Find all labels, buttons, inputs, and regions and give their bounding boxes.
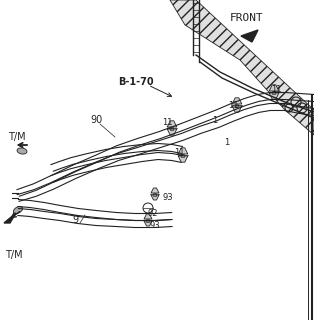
Polygon shape: [167, 121, 177, 127]
Text: 90: 90: [90, 115, 102, 125]
Polygon shape: [167, 129, 177, 135]
Polygon shape: [232, 106, 242, 112]
Polygon shape: [232, 98, 242, 104]
Text: 93: 93: [163, 194, 174, 203]
Polygon shape: [170, 0, 314, 135]
Polygon shape: [241, 30, 258, 42]
Text: 1: 1: [212, 116, 217, 124]
Text: 11: 11: [174, 148, 185, 156]
Bar: [171, 126, 174, 130]
Polygon shape: [144, 221, 152, 226]
Bar: [181, 154, 185, 156]
Bar: [154, 193, 156, 196]
Bar: [273, 91, 275, 93]
Polygon shape: [269, 93, 279, 99]
Polygon shape: [151, 188, 159, 193]
Text: 11: 11: [271, 84, 281, 93]
Text: T/M: T/M: [8, 132, 26, 142]
Text: B-1-70: B-1-70: [118, 77, 154, 87]
Ellipse shape: [17, 148, 27, 154]
Bar: [147, 219, 149, 221]
Polygon shape: [4, 213, 16, 223]
Polygon shape: [151, 195, 159, 200]
Ellipse shape: [14, 206, 23, 214]
Text: T/M: T/M: [5, 250, 23, 260]
Text: 9: 9: [72, 215, 78, 225]
Text: 92: 92: [148, 209, 159, 218]
Text: FRONT: FRONT: [230, 13, 264, 23]
Polygon shape: [269, 85, 279, 91]
Bar: [236, 103, 239, 107]
Polygon shape: [178, 148, 188, 154]
Text: 11: 11: [162, 117, 172, 126]
Text: 1: 1: [224, 138, 229, 147]
Text: 11: 11: [228, 100, 239, 109]
Polygon shape: [178, 156, 188, 162]
Polygon shape: [144, 214, 152, 219]
Text: 93: 93: [150, 220, 161, 229]
